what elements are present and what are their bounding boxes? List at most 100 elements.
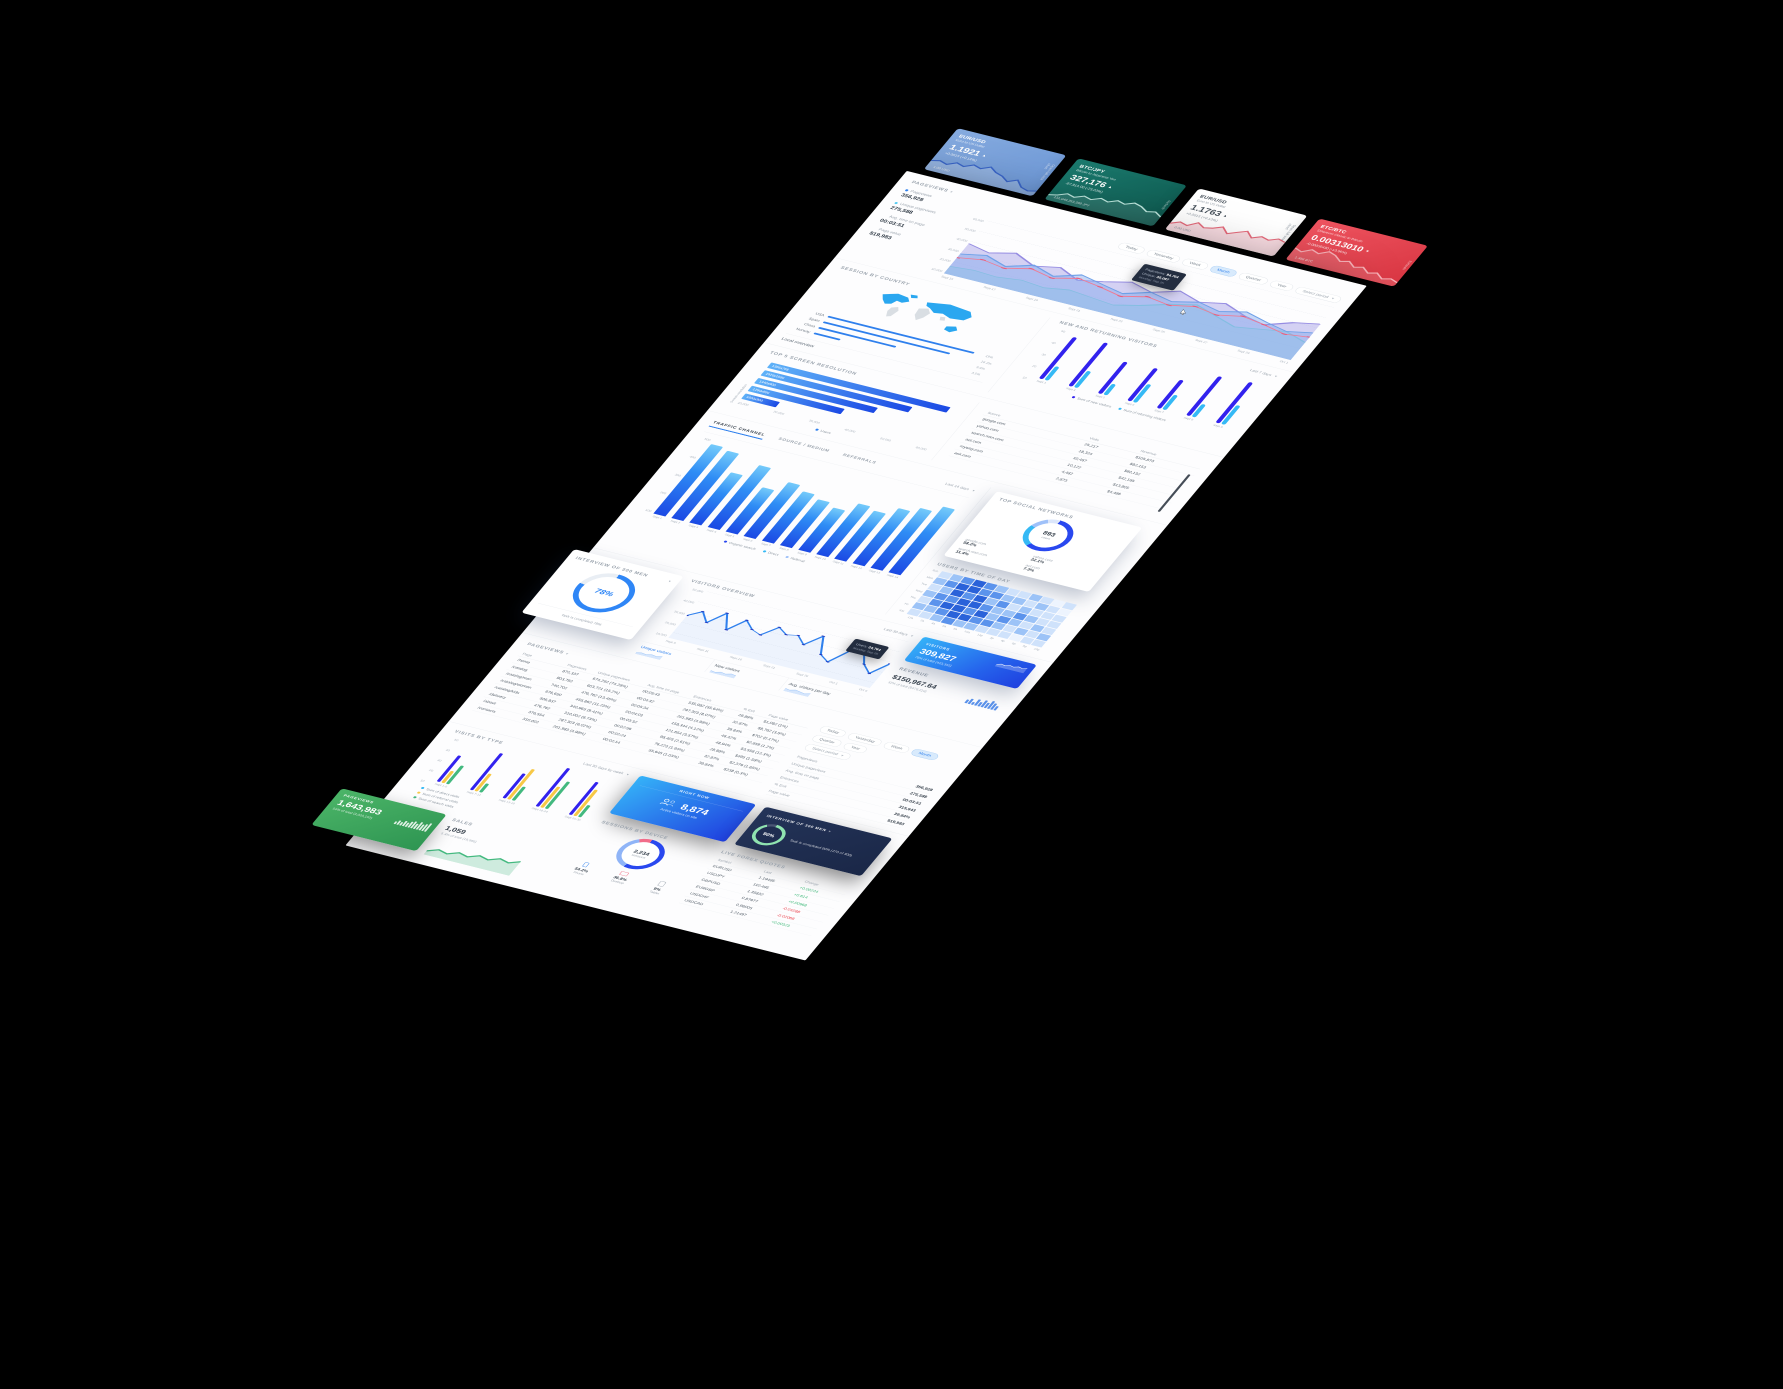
x-axis-tick: Sept 11 [695, 647, 710, 653]
chevron-down-icon[interactable]: ▾ [827, 829, 832, 834]
currency-card[interactable]: BTC/JPY Bitcoin to Japanese Yen 327,176 … [1044, 158, 1187, 227]
chevron-down-icon: ▾ [909, 633, 915, 638]
x-axis-tick: Sept 27 [1194, 338, 1209, 345]
x-axis-tick: Sept 23 [1109, 317, 1124, 324]
legend-dot-icon [904, 188, 910, 192]
day-label: Sun [931, 569, 939, 573]
x-axis-tick: 40,000 [843, 427, 857, 434]
y-axis-tick: 20,000 [664, 620, 677, 627]
currency-sparkline-chart [923, 150, 1049, 197]
trend-arrow-icon: ▲ [1222, 213, 1229, 218]
y-axis-tick: 60,000 [971, 217, 985, 223]
period-button[interactable]: Month [909, 748, 941, 761]
revenue-spark-bars [964, 695, 1002, 711]
x-axis-tick: Sept 6 [664, 639, 677, 645]
x-axis-tick: Sept 29 [1236, 348, 1251, 355]
y-axis-tick: 40,000 [955, 237, 969, 243]
currency-card[interactable]: EUR/USD Euro to US Dollar 1.1763 ▲ +0.00… [1164, 188, 1308, 257]
y-axis-tick: 20,000 [938, 257, 952, 263]
day-label: Fri [903, 602, 910, 606]
y-axis-tick: 50,000 [963, 227, 977, 233]
overview-tab[interactable]: Avg. visitors per day [779, 678, 863, 709]
hour-label: 8a [952, 627, 958, 631]
traffic-tab[interactable]: REFERRALS [841, 452, 878, 465]
legend-dot-icon [420, 786, 425, 790]
day-label: Wed [914, 589, 924, 594]
hour-label: 8p [1021, 645, 1028, 649]
right-now-card: RIGHT NOW 8,874 Active visitors on site [608, 775, 757, 843]
device-icon [619, 871, 630, 877]
chevron-down-icon: ▾ [625, 772, 631, 777]
day-label: Sat [898, 609, 905, 613]
device-icon [656, 880, 667, 887]
session-by-country-panel: SESSION BY COUNTRY USA [780, 265, 1051, 393]
x-axis-tick: 20,000 [772, 410, 786, 416]
y-axis-tick: 50,000 [691, 587, 705, 594]
chevron-down-icon[interactable]: ▾ [564, 651, 570, 656]
trend-arrow-icon: ▲ [981, 153, 988, 158]
legend-dot-icon [762, 550, 767, 553]
x-axis-tick: 10,000 [736, 401, 750, 407]
x-axis-tick: 60,000 [914, 445, 928, 452]
gauge-value: 78% [592, 587, 616, 599]
hour-label: 4p [999, 639, 1006, 643]
chevron-down-icon: ▾ [1330, 296, 1336, 301]
dashboard-plane: EUR/USD Euro to US Dollar 1.1921 ▲ +0.00… [311, 125, 1428, 961]
legend-item: Users [814, 428, 832, 435]
x-axis-tick: Sept 25 [1151, 327, 1166, 334]
period-button[interactable]: Year [1268, 279, 1296, 292]
sales-panel: SALES 1,059 5.3% of total (19,980) [423, 817, 541, 876]
visitors-line-chart: Users: 24,764 Monday, Sep 25 [668, 591, 909, 689]
chevron-down-icon[interactable]: ▾ [667, 579, 673, 583]
device-icon [581, 862, 590, 868]
legend-item: Referral [784, 555, 806, 563]
day-label: Mon [925, 575, 934, 580]
hour-label: 10a [963, 630, 971, 634]
period-button[interactable]: Month [1208, 264, 1239, 278]
legend-dot-icon [416, 791, 421, 794]
overview-tab[interactable]: Unique visitors [630, 641, 716, 673]
x-axis-tick: Sept 19 [1024, 296, 1040, 302]
trend-arrow-icon: ▲ [1106, 184, 1114, 189]
overview-tab[interactable]: New visitors [704, 659, 790, 691]
period-button[interactable]: Week [881, 741, 912, 754]
period-button[interactable]: Week [1180, 257, 1210, 271]
dashboard-sheet: PAGEVIEWS▾ Pageviews 356,928 Unique page… [311, 170, 1367, 961]
tab-sparkline-chart [708, 670, 737, 679]
currency-card[interactable]: ETC/BTC Ethereum Classic to Bitcoin 0.00… [1285, 218, 1428, 287]
hour-label: 6p [1010, 642, 1017, 646]
social-donut-chart: 893 users [1013, 514, 1083, 556]
x-axis-tick: Oct 1 [828, 680, 839, 686]
visitors-overview-panel: VISITORS OVERVIEW Last 30 days ▾ 50,000 4… [630, 579, 915, 709]
tab-sparkline-chart [634, 652, 663, 661]
y-axis-tick: 30,000 [947, 247, 960, 253]
x-axis-tick: Sept 15 [940, 274, 955, 281]
device-stat: 9% Tablet [637, 877, 680, 898]
chevron-down-icon[interactable]: ▾ [949, 189, 954, 194]
visitors-icon [657, 797, 680, 809]
x-axis-tick: Sept 26 [795, 671, 810, 678]
hour-label: 2a [919, 619, 925, 623]
country-percent: 3.5% [970, 371, 982, 377]
legend-dot-icon [1117, 407, 1123, 411]
currency-card[interactable]: EUR/USD Euro to US Dollar 1.1921 ▲ +0.00… [923, 128, 1067, 197]
day-label: Tue [920, 582, 928, 587]
period-button[interactable]: Today [1116, 241, 1147, 255]
x-axis-tick: Sept 17 [982, 285, 997, 292]
hour-label: 2p [988, 636, 995, 640]
legend-dot-icon [894, 201, 899, 205]
interview-dark-gauge: 90% [745, 821, 792, 849]
visitors-card: VISITORS 309,827 78% of total (423,342) [903, 636, 1037, 689]
y-axis-tick: 40,000 [682, 598, 696, 605]
x-axis-tick: Oct 1 [1278, 359, 1290, 365]
hour-label: 4a [930, 622, 936, 626]
hour-label: 12a [906, 616, 914, 620]
interview-dark-caption: Task is completed 90% (270 of 300) [788, 838, 854, 858]
legend-dot-icon [1071, 395, 1076, 399]
hour-label: 6a [941, 624, 947, 628]
chevron-down-icon: ▾ [971, 488, 976, 493]
row-bottom: VISITS BY TYPE Last 30 days by week ▾ 50… [311, 721, 909, 961]
period-dropdown[interactable]: Last 14 days ▾ [944, 481, 976, 493]
pageviews-panel: PAGEVIEWS▾ Pageviews 356,928 Unique page… [835, 171, 1367, 372]
